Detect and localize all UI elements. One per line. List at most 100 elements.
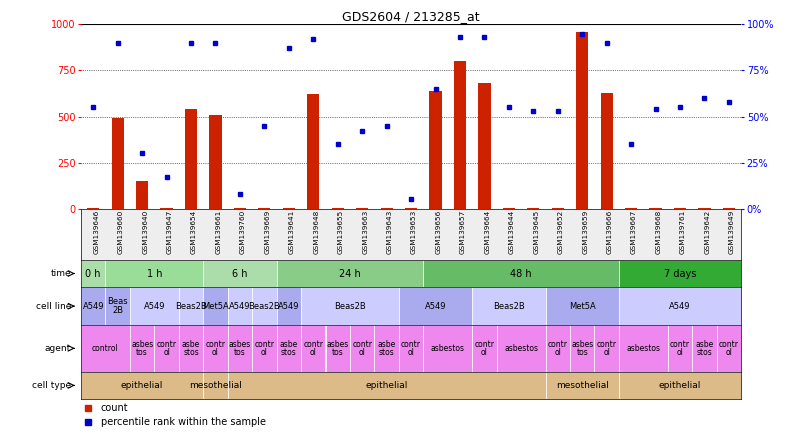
- Text: GSM139667: GSM139667: [631, 210, 637, 254]
- Bar: [81, 260, 105, 287]
- Text: asbestos: asbestos: [504, 344, 538, 353]
- Bar: [301, 287, 399, 325]
- Text: GSM139653: GSM139653: [411, 210, 417, 254]
- Bar: [424, 325, 472, 372]
- Text: GSM139643: GSM139643: [386, 210, 393, 254]
- Bar: [503, 208, 515, 209]
- Bar: [552, 208, 564, 209]
- Text: contr
ol: contr ol: [401, 340, 421, 357]
- Text: GSM139648: GSM139648: [313, 210, 319, 254]
- Text: GSM139655: GSM139655: [338, 210, 343, 254]
- Text: asbestos: asbestos: [626, 344, 660, 353]
- Bar: [595, 325, 619, 372]
- Bar: [717, 325, 741, 372]
- Bar: [350, 325, 374, 372]
- Bar: [424, 260, 619, 287]
- Text: A549: A549: [143, 301, 165, 311]
- Bar: [497, 325, 546, 372]
- Bar: [301, 325, 326, 372]
- Bar: [472, 287, 546, 325]
- Text: contr
ol: contr ol: [303, 340, 323, 357]
- Bar: [203, 372, 228, 399]
- Text: GSM139664: GSM139664: [484, 210, 490, 254]
- Text: GSM139659: GSM139659: [582, 210, 588, 254]
- Bar: [203, 325, 228, 372]
- Bar: [105, 287, 130, 325]
- Text: 6 h: 6 h: [232, 269, 248, 278]
- Text: GSM139656: GSM139656: [436, 210, 441, 254]
- Text: Met5A: Met5A: [569, 301, 595, 311]
- Bar: [399, 325, 424, 372]
- Text: contr
ol: contr ol: [206, 340, 225, 357]
- Text: Beas2B: Beas2B: [175, 301, 207, 311]
- Bar: [130, 287, 179, 325]
- Text: contr
ol: contr ol: [719, 340, 739, 357]
- Bar: [136, 181, 148, 209]
- Bar: [576, 32, 588, 209]
- Text: contr
ol: contr ol: [475, 340, 494, 357]
- Bar: [81, 287, 105, 325]
- Bar: [399, 287, 472, 325]
- Bar: [155, 325, 179, 372]
- Bar: [179, 287, 203, 325]
- Text: A549: A549: [424, 301, 446, 311]
- Text: asbestos: asbestos: [431, 344, 465, 353]
- Bar: [203, 260, 276, 287]
- Text: GSM139657: GSM139657: [460, 210, 466, 254]
- Bar: [130, 325, 155, 372]
- Text: percentile rank within the sample: percentile rank within the sample: [100, 416, 266, 427]
- Bar: [203, 287, 228, 325]
- Text: 48 h: 48 h: [510, 269, 532, 278]
- Bar: [307, 95, 319, 209]
- Bar: [723, 208, 735, 209]
- Bar: [185, 109, 197, 209]
- Bar: [112, 119, 124, 209]
- Text: GSM139644: GSM139644: [509, 210, 515, 254]
- Bar: [228, 372, 546, 399]
- Text: GSM139646: GSM139646: [93, 210, 99, 254]
- Text: GSM139645: GSM139645: [533, 210, 539, 254]
- Text: GSM139669: GSM139669: [264, 210, 271, 254]
- Bar: [326, 325, 350, 372]
- Bar: [479, 83, 491, 209]
- Bar: [276, 260, 424, 287]
- Bar: [374, 325, 399, 372]
- Bar: [546, 325, 570, 372]
- Bar: [546, 372, 619, 399]
- Text: asbe
stos: asbe stos: [695, 340, 714, 357]
- Text: contr
ol: contr ol: [156, 340, 177, 357]
- Text: GSM139647: GSM139647: [167, 210, 173, 254]
- Text: cell type: cell type: [32, 381, 71, 390]
- Text: GSM139668: GSM139668: [655, 210, 662, 254]
- Text: GSM139760: GSM139760: [240, 210, 246, 254]
- Bar: [252, 325, 276, 372]
- Bar: [81, 372, 203, 399]
- Bar: [667, 325, 693, 372]
- Bar: [276, 325, 301, 372]
- Bar: [619, 260, 741, 287]
- Text: 0 h: 0 h: [86, 269, 101, 278]
- Text: 7 days: 7 days: [664, 269, 697, 278]
- Text: A549: A549: [278, 301, 300, 311]
- Text: epithelial: epithelial: [659, 381, 701, 390]
- Bar: [527, 208, 539, 209]
- Text: Beas2B: Beas2B: [493, 301, 525, 311]
- Bar: [454, 61, 466, 209]
- Text: GSM139654: GSM139654: [191, 210, 197, 254]
- Bar: [228, 325, 252, 372]
- Bar: [546, 287, 619, 325]
- Bar: [405, 208, 417, 209]
- Text: asbe
stos: asbe stos: [377, 340, 396, 357]
- Bar: [570, 325, 595, 372]
- Text: Beas
2B: Beas 2B: [108, 297, 128, 315]
- Text: contr
ol: contr ol: [352, 340, 372, 357]
- Text: Beas2B: Beas2B: [249, 301, 280, 311]
- Text: GSM139641: GSM139641: [289, 210, 295, 254]
- Text: mesothelial: mesothelial: [189, 381, 242, 390]
- Text: GSM139761: GSM139761: [680, 210, 686, 254]
- Text: contr
ol: contr ol: [548, 340, 568, 357]
- Bar: [356, 208, 369, 209]
- Text: count: count: [100, 403, 129, 413]
- Text: A549: A549: [83, 301, 104, 311]
- Bar: [625, 208, 637, 209]
